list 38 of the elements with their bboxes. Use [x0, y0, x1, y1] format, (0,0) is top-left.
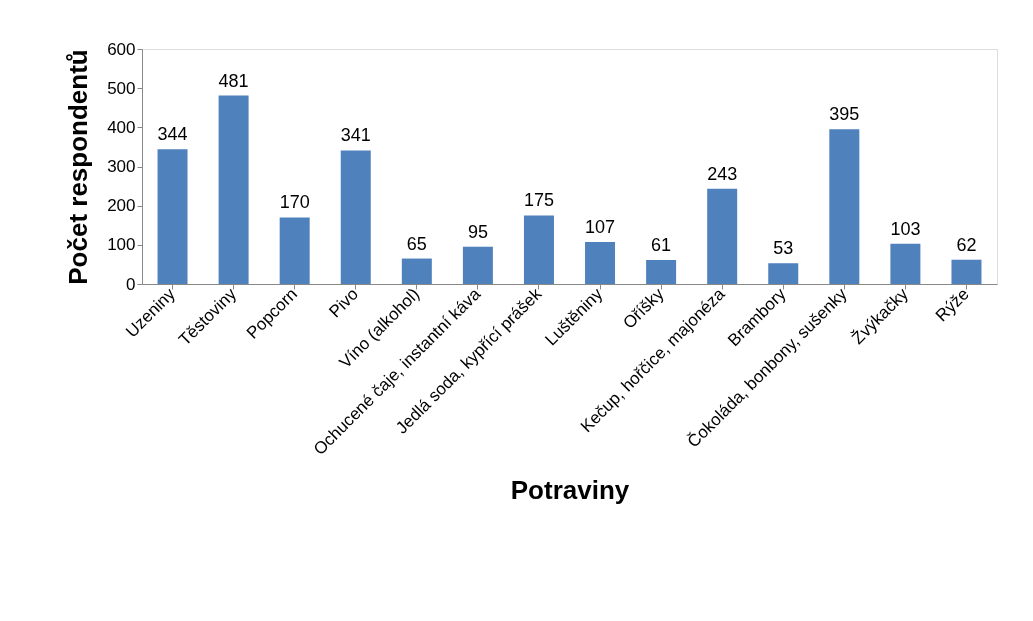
bar — [218, 95, 249, 284]
bar — [523, 215, 554, 284]
y-tick-label: 200 — [107, 196, 136, 216]
bar — [890, 243, 921, 284]
data-label: 65 — [406, 233, 427, 254]
data-label: 243 — [707, 163, 738, 184]
bar — [707, 188, 738, 284]
data-label: 175 — [523, 190, 554, 211]
data-label: 481 — [218, 70, 249, 91]
y-tick-label: 600 — [107, 39, 136, 59]
bar — [340, 150, 371, 284]
data-label: 103 — [890, 218, 921, 239]
data-label: 341 — [340, 125, 371, 146]
bar — [768, 263, 799, 284]
bar — [157, 149, 188, 284]
data-label: 395 — [829, 104, 860, 125]
bar — [585, 242, 616, 284]
bar — [279, 217, 310, 284]
y-tick-label: 400 — [107, 117, 136, 137]
x-axis-title: Potraviny — [510, 475, 630, 506]
y-tick-label: 100 — [107, 235, 136, 255]
x-tick-label: Pivo — [325, 284, 363, 322]
data-label: 344 — [157, 124, 188, 145]
data-label: 95 — [467, 221, 488, 242]
bar — [401, 258, 432, 284]
y-tick-label: 0 — [126, 274, 136, 294]
bar — [951, 259, 982, 284]
data-label: 61 — [651, 235, 672, 256]
y-tick-label: 300 — [107, 157, 136, 176]
bar — [646, 260, 677, 284]
data-label: 53 — [773, 238, 794, 259]
data-label: 62 — [956, 234, 977, 255]
y-axis-title: Počet respondentů — [63, 49, 94, 285]
y-tick-label: 500 — [107, 78, 136, 98]
data-label: 107 — [585, 217, 616, 238]
data-label: 170 — [279, 192, 310, 213]
bar — [462, 246, 493, 284]
bar — [829, 129, 860, 284]
